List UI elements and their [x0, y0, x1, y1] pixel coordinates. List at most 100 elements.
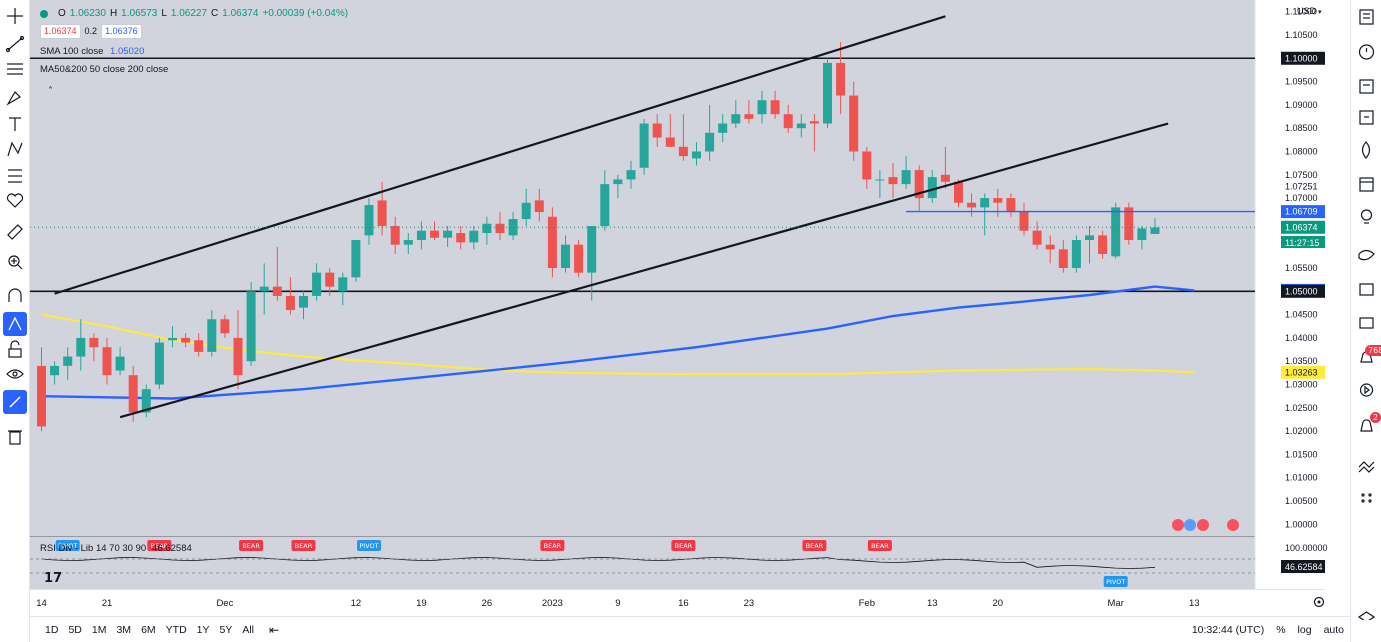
- heart-icon[interactable]: [6, 193, 24, 208]
- price-pane[interactable]: [30, 0, 1255, 536]
- timeframe-6m[interactable]: 6M: [141, 623, 156, 636]
- lock-icon[interactable]: [8, 340, 22, 358]
- timeframe-5y[interactable]: 5Y: [219, 623, 233, 636]
- event-flags[interactable]: [1172, 519, 1239, 531]
- news-icon[interactable]: [1359, 79, 1374, 94]
- candle-body: [430, 230, 439, 238]
- candles: [37, 41, 1160, 432]
- event-flag-icon[interactable]: [1227, 519, 1239, 531]
- pattern-icon[interactable]: [7, 141, 23, 157]
- price-label-box: [1281, 220, 1325, 234]
- candle-body: [770, 100, 780, 115]
- sma100-path: [41, 285, 1195, 400]
- price-axis[interactable]: [1255, 0, 1325, 616]
- scale-option-percent[interactable]: %: [1276, 623, 1286, 636]
- timeframe-ytd[interactable]: YTD: [165, 623, 187, 636]
- chart-area[interactable]: 1.11000 1.10500 1.10000 1.09500 1.09000 1.085…: [30, 0, 1350, 616]
- currency-label[interactable]: USD: [1297, 6, 1317, 16]
- collapse-legend-icon[interactable]: ˄: [48, 85, 53, 97]
- rsi-legend[interactable]: RSI Div - Lib 14 70 30 90 46.62584: [40, 543, 192, 554]
- rsi-badge-label: PIVOT: [1106, 578, 1125, 586]
- scale-option-log[interactable]: log: [1297, 623, 1312, 636]
- sma100-line: [41, 285, 1195, 400]
- ma-legend[interactable]: MA50&200 50 close 200 close: [40, 62, 348, 77]
- countdown-label: 11:27:15: [1285, 238, 1319, 248]
- rsi-pane[interactable]: [30, 537, 1255, 589]
- candle-body: [364, 205, 374, 236]
- event-flag-icon[interactable]: [1172, 519, 1184, 531]
- price-tick: 1.07251: [1285, 181, 1318, 191]
- time-axis[interactable]: [30, 589, 1255, 616]
- rsi-line: [41, 557, 1156, 569]
- scale-option-auto[interactable]: auto: [1323, 623, 1344, 636]
- sell-button[interactable]: 1.06374: [40, 24, 81, 39]
- candle: [1124, 202, 1134, 245]
- bell-icon[interactable]: [1360, 419, 1373, 432]
- fire-icon[interactable]: [1361, 141, 1371, 159]
- alarm-clock-icon[interactable]: [1358, 44, 1375, 60]
- rsi-badge: [55, 540, 80, 551]
- event-flag-icon[interactable]: [1184, 519, 1196, 531]
- gear-icon[interactable]: [1313, 596, 1325, 608]
- trend-line-icon[interactable]: [5, 35, 25, 53]
- rsi-badge-label: PIVOT: [58, 542, 77, 550]
- rsi-badge: [802, 540, 827, 551]
- candle: [757, 90, 767, 124]
- horizontal-lines-icon[interactable]: [7, 63, 23, 75]
- text-icon[interactable]: [9, 117, 21, 131]
- trash-icon[interactable]: [8, 430, 22, 445]
- candle-body: [141, 389, 151, 413]
- candle-body: [1071, 240, 1081, 268]
- magnet-icon[interactable]: [8, 288, 22, 302]
- crosshair-icon[interactable]: [7, 8, 23, 24]
- chat-icon[interactable]: [1358, 249, 1375, 261]
- brush-icon[interactable]: [6, 91, 21, 106]
- time-tick: 13: [927, 598, 938, 609]
- rsi-badge: [1103, 576, 1128, 587]
- eye-icon[interactable]: [6, 369, 24, 379]
- timeframe-1y[interactable]: 1Y: [196, 623, 210, 636]
- pine-icon[interactable]: [1358, 461, 1375, 473]
- sma-legend[interactable]: SMA 100 close 1.05020: [40, 44, 348, 59]
- timeframe-5d[interactable]: 5D: [68, 623, 82, 636]
- change-value: +0.00039 (+0.04%): [262, 8, 349, 19]
- add-note-icon[interactable]: [1359, 110, 1374, 125]
- candle-body: [325, 272, 335, 287]
- clock-label[interactable]: 10:32:44 (UTC): [1191, 623, 1265, 636]
- layers-icon[interactable]: [1357, 611, 1376, 623]
- buy-button[interactable]: 1.06376: [101, 24, 142, 39]
- candle-body: [416, 230, 426, 241]
- timeframe-all[interactable]: All: [242, 623, 255, 636]
- rsi-badge-label: BEAR: [242, 542, 260, 550]
- price-tick: 1.01500: [1285, 449, 1318, 459]
- candle-body: [403, 240, 413, 245]
- price-tick: 1.04000: [1285, 333, 1318, 343]
- candle-body: [888, 177, 898, 185]
- candle-body: [849, 95, 859, 152]
- candle: [364, 198, 374, 245]
- candle: [875, 170, 885, 199]
- candle-body: [613, 179, 623, 185]
- zoom-in-icon[interactable]: [8, 255, 23, 270]
- stay-in-drawing-mode-icon[interactable]: [3, 312, 27, 336]
- ruler-icon[interactable]: [7, 224, 23, 240]
- currency-chevron-icon[interactable]: ▾: [1318, 8, 1322, 16]
- watchlist-icon[interactable]: [1359, 9, 1374, 25]
- lightbulb-icon[interactable]: [1360, 209, 1373, 224]
- candle: [980, 193, 990, 236]
- calendar-icon[interactable]: [1359, 177, 1374, 192]
- bid-ask-row: 1.06374 0.2 1.06376: [40, 24, 348, 39]
- more-icon[interactable]: [1361, 493, 1372, 503]
- candle-body: [115, 356, 125, 371]
- messages-icon[interactable]: [1359, 317, 1374, 329]
- event-flag-icon[interactable]: [1197, 519, 1209, 531]
- date-range-icon[interactable]: ⇤: [269, 622, 280, 637]
- timeframe-1m[interactable]: 1M: [91, 623, 107, 636]
- timeframe-3m[interactable]: 3M: [116, 623, 132, 636]
- ideas-icon[interactable]: [1359, 283, 1374, 296]
- forecast-icon[interactable]: [8, 169, 22, 183]
- timeframe-1d[interactable]: 1D: [45, 623, 59, 636]
- scale-options: % log auto: [1270, 624, 1350, 636]
- stream-icon[interactable]: [1359, 383, 1374, 397]
- bottom-bar: 1D 5D 1M 3M 6M YTD 1Y 5Y All ⇤ 10:32:44 (UTC) % l…: [30, 616, 1350, 642]
